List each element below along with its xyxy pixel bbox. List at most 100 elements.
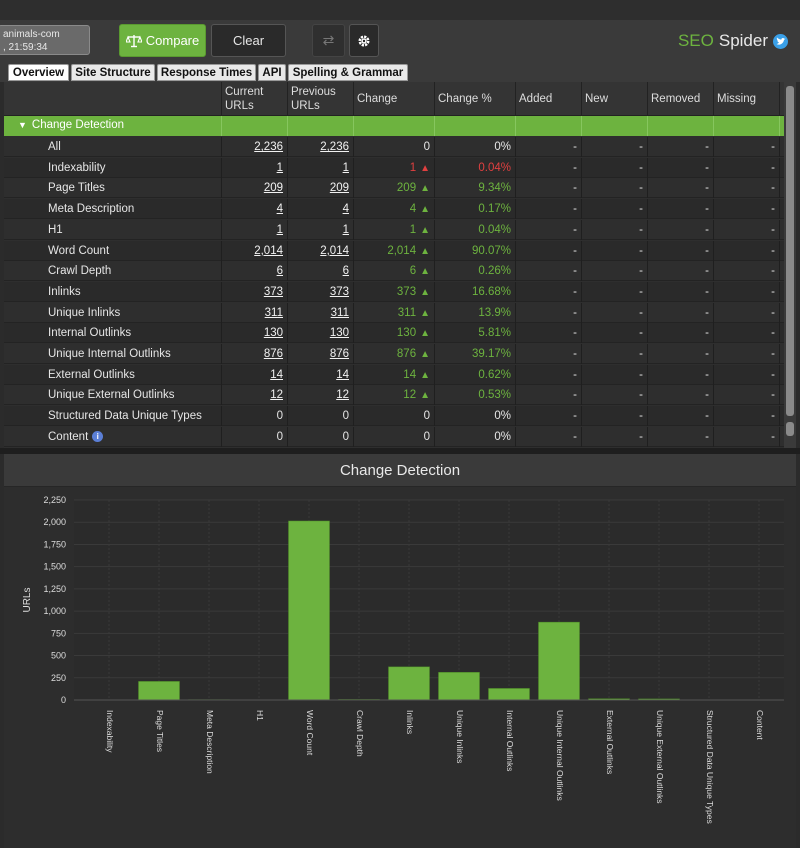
table-scrollbar[interactable] (784, 82, 796, 448)
previous-urls-value[interactable]: 311 (288, 302, 354, 323)
current-urls-value[interactable]: 1 (222, 157, 288, 178)
current-urls-value[interactable]: 373 (222, 281, 288, 302)
current-urls-value[interactable]: 4 (222, 199, 288, 220)
trend-up-icon: ▲ (420, 369, 430, 381)
change-value: 12 ▲ (354, 385, 435, 406)
col-header-current-urls[interactable]: Current URLs (222, 82, 288, 115)
previous-urls-value[interactable]: 4 (288, 199, 354, 220)
chart-panel: Change Detection 0 250 500 750 1,000 1,250 1,5… (4, 454, 796, 848)
previous-urls-value[interactable]: 12 (288, 385, 354, 406)
missing-value: - (714, 385, 780, 406)
info-icon[interactable]: i (92, 431, 104, 443)
previous-urls-value[interactable]: 209 (288, 178, 354, 199)
settings-button[interactable] (349, 24, 379, 57)
previous-urls-value[interactable]: 1 (288, 157, 354, 178)
added-value: - (516, 261, 582, 282)
current-urls-value[interactable]: 209 (222, 178, 288, 199)
added-value: - (516, 240, 582, 261)
previous-urls-value[interactable]: 130 (288, 323, 354, 344)
table-row[interactable]: Unique Internal Outlinks 876 876 876 ▲ 39.17%… (4, 344, 784, 364)
swap-icon: ⇄ (322, 32, 335, 48)
table-row[interactable]: Page Titles 209 209 209 ▲ 9.34% - - - - (4, 178, 784, 199)
tab-overview[interactable]: Overview (8, 64, 69, 81)
table-row[interactable]: Indexability 1 1 1 ▲ 0.04% - - - - (4, 157, 784, 178)
row-name: Page Titles (4, 178, 222, 199)
current-urls-value[interactable]: 130 (222, 323, 288, 344)
current-urls-value[interactable]: 14 (222, 364, 288, 385)
table-row[interactable]: Unique External Outlinks 12 12 12 ▲ 0.53% - - - - (4, 385, 784, 406)
previous-urls-value[interactable]: 876 (288, 344, 354, 364)
missing-value: - (714, 323, 780, 344)
table-row[interactable]: All 2,236 2,236 0 0% - - - - (4, 137, 784, 157)
group-label: Change Detection (31, 119, 124, 131)
current-urls-value[interactable]: 1 (222, 219, 288, 240)
y-tick-label: 1,250 (43, 584, 66, 594)
col-header-name[interactable] (4, 82, 222, 115)
table-row[interactable]: Meta Description 4 4 4 ▲ 0.17% - - - - (4, 199, 784, 220)
tab-api[interactable]: API (258, 64, 286, 81)
bar[interactable] (288, 520, 330, 701)
new-value: - (582, 385, 648, 406)
change-value: 311 ▲ (354, 302, 435, 323)
crawl-selector[interactable]: animals-com , 21:59:34 (0, 25, 90, 55)
table-row[interactable]: Inlinks 373 373 373 ▲ 16.68% - - - - (4, 281, 784, 302)
current-urls-value[interactable]: 12 (222, 385, 288, 406)
row-name: Inlinks (4, 281, 222, 302)
table-row[interactable]: Internal Outlinks 130 130 130 ▲ 5.81% - - - - (4, 323, 784, 344)
table-row[interactable]: Word Count 2,014 2,014 2,014 ▲ 90.07% - - - - (4, 240, 784, 261)
row-name: Word Count (4, 240, 222, 261)
bar[interactable] (538, 621, 580, 701)
table-row[interactable]: H1 1 1 1 ▲ 0.04% - - - - (4, 219, 784, 240)
previous-urls-value[interactable]: 6 (288, 261, 354, 282)
current-urls-value[interactable]: 2,236 (222, 137, 288, 157)
col-header-change-pct[interactable]: Change % (435, 82, 516, 115)
tab-response-times[interactable]: Response Times (157, 64, 256, 81)
current-urls-value[interactable]: 311 (222, 302, 288, 323)
table-row[interactable]: Unique Inlinks 311 311 311 ▲ 13.9% - - - - (4, 302, 784, 323)
table-row[interactable]: Structured Data Unique Types 0 0 0 0% - - - - (4, 406, 784, 427)
group-toggle[interactable]: ▼ Change Detection (18, 119, 124, 131)
change-pct-value: 0% (435, 426, 516, 447)
bar[interactable] (138, 681, 180, 701)
previous-urls-value[interactable]: 14 (288, 364, 354, 385)
col-header-change[interactable]: Change (354, 82, 435, 115)
table-row[interactable]: Crawl Depth 6 6 6 ▲ 0.26% - - - - (4, 261, 784, 282)
bar[interactable] (388, 666, 430, 701)
missing-value: - (714, 344, 780, 364)
current-urls-value[interactable]: 6 (222, 261, 288, 282)
swap-button[interactable]: ⇄ (312, 24, 345, 57)
bar[interactable] (488, 688, 530, 701)
tab-site-structure[interactable]: Site Structure (71, 64, 155, 81)
previous-urls-value[interactable]: 373 (288, 281, 354, 302)
twitter-icon[interactable] (773, 33, 788, 49)
table-row[interactable]: Content i 0 0 0 0% - - - - (4, 426, 784, 447)
current-urls-value[interactable]: 2,014 (222, 240, 288, 261)
group-row-change-detection[interactable]: ▼ Change Detection (4, 116, 784, 136)
added-value: - (516, 302, 582, 323)
col-header-previous-urls[interactable]: Previous URLs (288, 82, 354, 115)
change-pct-value: 90.07% (435, 240, 516, 261)
current-urls-value[interactable]: 876 (222, 344, 288, 364)
trend-up-icon: ▲ (420, 328, 430, 340)
col-header-missing[interactable]: Missing (714, 82, 780, 115)
removed-value: - (648, 261, 714, 282)
tab-spelling-grammar[interactable]: Spelling & Grammar (288, 64, 408, 81)
previous-urls-value[interactable]: 2,236 (288, 137, 354, 157)
table-row[interactable]: External Outlinks 14 14 14 ▲ 0.62% - - - - (4, 364, 784, 385)
col-header-removed[interactable]: Removed (648, 82, 714, 115)
col-header-added[interactable]: Added (516, 82, 582, 115)
compare-button[interactable]: Compare (119, 24, 206, 57)
change-pct-value: 0.26% (435, 261, 516, 282)
col-header-new[interactable]: New (582, 82, 648, 115)
scrollbar-down-arrow[interactable] (786, 422, 794, 436)
clear-button[interactable]: Clear (211, 24, 286, 57)
bar[interactable] (438, 672, 480, 701)
missing-value: - (714, 364, 780, 385)
previous-urls-value[interactable]: 1 (288, 219, 354, 240)
new-value: - (582, 219, 648, 240)
scrollbar-thumb[interactable] (786, 86, 794, 416)
new-value: - (582, 178, 648, 199)
previous-urls-value[interactable]: 2,014 (288, 240, 354, 261)
trend-up-icon: ▲ (420, 266, 430, 278)
panel-divider[interactable] (0, 448, 800, 454)
